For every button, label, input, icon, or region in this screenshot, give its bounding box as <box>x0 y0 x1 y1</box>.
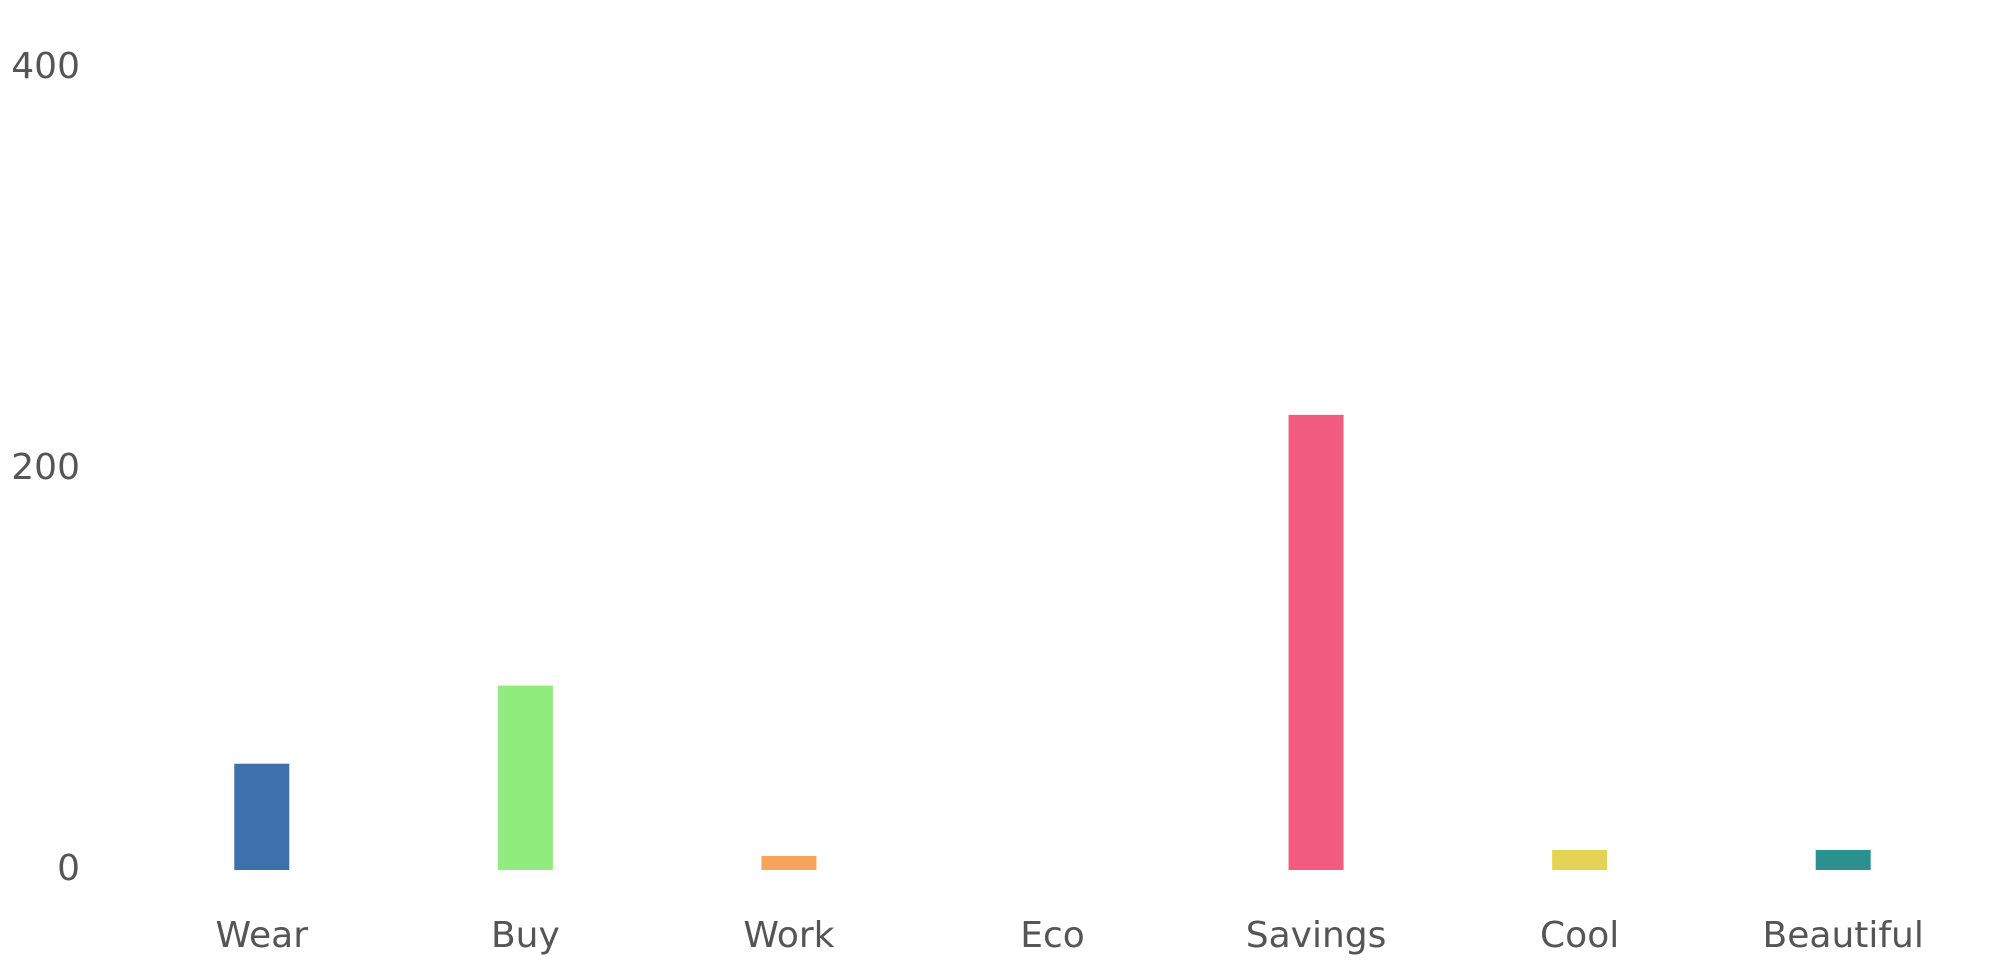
x-tick-label: Work <box>743 915 834 956</box>
bar <box>1552 849 1608 870</box>
bar <box>1815 849 1871 870</box>
y-tick-label: 0 <box>57 848 80 889</box>
x-tick-label: Beautiful <box>1763 915 1924 956</box>
bar <box>1288 414 1344 870</box>
x-tick-label: Wear <box>216 915 309 956</box>
x-tick-label: Cool <box>1540 915 1619 956</box>
x-tick-label: Savings <box>1246 915 1387 956</box>
bar <box>761 855 817 870</box>
x-tick-label: Eco <box>1020 915 1085 956</box>
y-tick-label: 400 <box>11 46 80 87</box>
bar <box>497 685 553 870</box>
y-tick-label: 200 <box>11 447 80 488</box>
x-tick-label: Buy <box>491 915 560 956</box>
bar <box>234 763 290 870</box>
